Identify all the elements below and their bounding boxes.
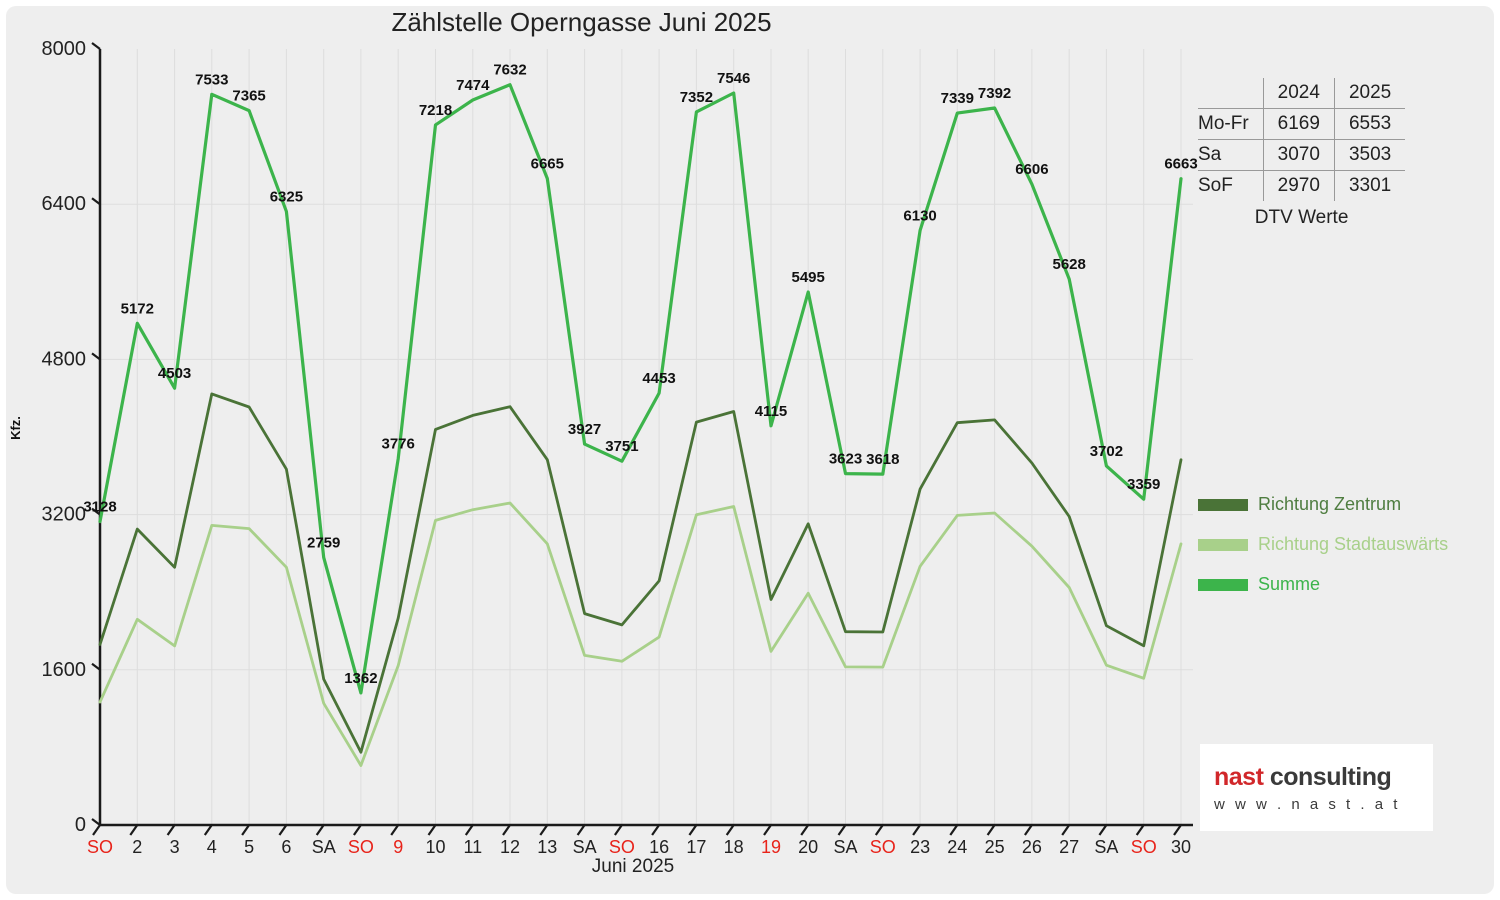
- svg-text:30: 30: [1171, 837, 1191, 857]
- svg-text:26: 26: [1022, 837, 1042, 857]
- svg-text:3776: 3776: [382, 436, 415, 453]
- svg-text:2759: 2759: [307, 534, 340, 551]
- svg-text:SO: SO: [609, 837, 635, 857]
- svg-text:6325: 6325: [270, 189, 303, 206]
- svg-text:4: 4: [207, 837, 217, 857]
- svg-text:7474: 7474: [456, 77, 490, 94]
- svg-text:3623: 3623: [829, 451, 862, 468]
- svg-text:SA: SA: [1094, 837, 1118, 857]
- svg-text:SA: SA: [312, 837, 336, 857]
- svg-text:7632: 7632: [493, 62, 526, 79]
- svg-text:7352: 7352: [680, 89, 713, 106]
- svg-text:3927: 3927: [568, 421, 601, 438]
- svg-text:27: 27: [1059, 837, 1079, 857]
- svg-text:3359: 3359: [1127, 476, 1160, 493]
- svg-text:3618: 3618: [866, 451, 899, 468]
- svg-text:20: 20: [798, 837, 818, 857]
- svg-text:13: 13: [537, 837, 557, 857]
- svg-text:5628: 5628: [1053, 256, 1086, 273]
- svg-text:4503: 4503: [158, 365, 191, 382]
- svg-text:SA: SA: [573, 837, 597, 857]
- svg-text:SO: SO: [1131, 837, 1157, 857]
- svg-text:2: 2: [132, 837, 142, 857]
- svg-text:8000: 8000: [42, 38, 87, 60]
- svg-text:SA: SA: [833, 837, 857, 857]
- svg-text:6400: 6400: [42, 193, 87, 215]
- svg-text:3702: 3702: [1090, 443, 1123, 460]
- svg-text:25: 25: [985, 837, 1005, 857]
- svg-text:16: 16: [649, 837, 669, 857]
- svg-text:6: 6: [281, 837, 291, 857]
- svg-text:7339: 7339: [941, 90, 974, 107]
- svg-text:3200: 3200: [42, 504, 87, 526]
- svg-text:7533: 7533: [195, 71, 228, 88]
- svg-text:3: 3: [170, 837, 180, 857]
- svg-text:23: 23: [910, 837, 930, 857]
- svg-text:11: 11: [463, 837, 482, 857]
- svg-text:1600: 1600: [42, 659, 87, 681]
- svg-text:6663: 6663: [1164, 156, 1197, 173]
- svg-text:SO: SO: [348, 837, 374, 857]
- svg-text:5: 5: [244, 837, 254, 857]
- svg-text:18: 18: [724, 837, 744, 857]
- svg-text:12: 12: [500, 837, 520, 857]
- svg-text:6606: 6606: [1015, 161, 1048, 178]
- svg-text:Juni 2025: Juni 2025: [592, 856, 674, 877]
- svg-text:24: 24: [947, 837, 967, 857]
- svg-text:6130: 6130: [903, 207, 936, 224]
- svg-text:19: 19: [761, 837, 781, 857]
- svg-text:1362: 1362: [344, 670, 377, 687]
- svg-text:5495: 5495: [792, 269, 825, 286]
- svg-text:7365: 7365: [232, 88, 265, 105]
- svg-text:7218: 7218: [419, 102, 452, 119]
- svg-text:4800: 4800: [42, 348, 87, 370]
- svg-text:17: 17: [686, 837, 706, 857]
- svg-text:SO: SO: [870, 837, 896, 857]
- svg-text:5172: 5172: [121, 300, 154, 317]
- svg-text:0: 0: [75, 814, 86, 836]
- svg-text:4453: 4453: [642, 370, 675, 387]
- svg-text:4115: 4115: [755, 403, 788, 420]
- svg-text:7546: 7546: [717, 70, 750, 87]
- svg-text:7392: 7392: [978, 85, 1011, 102]
- svg-text:6665: 6665: [531, 156, 564, 173]
- svg-text:10: 10: [425, 837, 445, 857]
- svg-text:3128: 3128: [83, 499, 116, 516]
- svg-text:9: 9: [393, 837, 403, 857]
- svg-text:3751: 3751: [605, 438, 638, 455]
- svg-text:SO: SO: [87, 837, 113, 857]
